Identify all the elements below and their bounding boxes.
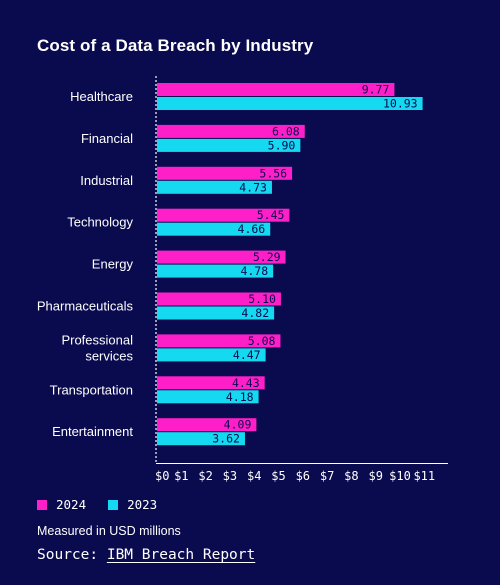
- bar-2024: [157, 376, 265, 390]
- legend-swatch-2024: [37, 499, 47, 510]
- data-label-2024: 4.43: [232, 376, 260, 390]
- data-label-2024: 6.08: [272, 124, 300, 138]
- x-tick-label: $6: [296, 469, 310, 483]
- data-label-2024: 5.08: [248, 334, 276, 348]
- category-label: Transportation: [50, 382, 133, 397]
- data-label-2023: 4.18: [226, 390, 254, 404]
- x-tick-label: $9: [368, 469, 382, 483]
- bar-2024: [157, 418, 257, 432]
- x-tick-label: $4: [247, 469, 261, 483]
- data-label-2023: 4.73: [239, 180, 267, 194]
- legend: 2024 2023: [37, 497, 179, 512]
- data-label-2024: 5.45: [257, 208, 285, 222]
- bar-2023: [157, 180, 272, 194]
- source-prefix: Source:: [37, 547, 107, 563]
- data-label-2023: 3.62: [212, 432, 240, 446]
- data-label-2023: 4.82: [241, 306, 269, 320]
- bar-2024: [157, 334, 281, 348]
- x-tick-label: $2: [198, 469, 212, 483]
- category-label: Energy: [92, 257, 134, 272]
- category-label: services: [85, 348, 133, 363]
- x-tick-label: $1: [174, 469, 188, 483]
- data-label-2024: 4.09: [224, 418, 252, 432]
- data-label-2024: 5.29: [253, 250, 281, 264]
- data-label-2023: 10.93: [383, 97, 418, 111]
- bar-2023: [157, 348, 266, 362]
- bar-2023: [157, 306, 275, 320]
- category-label: Technology: [67, 215, 133, 230]
- legend-item-2024: 2024: [37, 497, 86, 512]
- x-tick-label: $5: [271, 469, 285, 483]
- category-label: Pharmaceuticals: [37, 299, 134, 314]
- legend-label-2023: 2023: [127, 497, 158, 512]
- data-label-2024: 5.10: [248, 292, 276, 306]
- legend-item-2023: 2023: [108, 497, 157, 512]
- bar-2024: [157, 292, 281, 306]
- x-tick-label: $3: [223, 469, 237, 483]
- category-label: Professional: [61, 332, 133, 347]
- bar-2024: [157, 83, 395, 96]
- bar-2023: [157, 390, 259, 404]
- x-tick-label: $0: [155, 469, 169, 483]
- bar-2023: [157, 432, 245, 446]
- data-label-2023: 4.66: [238, 222, 266, 236]
- category-label: Entertainment: [52, 424, 133, 439]
- bar-2023: [157, 97, 423, 110]
- category-label: Healthcare: [70, 89, 133, 104]
- bar-2024: [157, 208, 290, 222]
- x-tick-label: $11: [413, 469, 435, 483]
- bar-2023: [157, 264, 274, 278]
- data-label-2024: 5.56: [259, 166, 287, 180]
- category-label: Industrial: [80, 173, 133, 188]
- category-label: Financial: [81, 131, 133, 146]
- bar-2024: [157, 250, 286, 264]
- data-label-2024: 9.77: [362, 83, 390, 97]
- legend-label-2024: 2024: [56, 497, 87, 512]
- legend-swatch-2023: [108, 499, 119, 510]
- chart-title: Cost of a Data Breach by Industry: [37, 36, 314, 55]
- units-note: Measured in USD millions: [37, 524, 181, 538]
- source-link[interactable]: IBM Breach Report: [106, 547, 256, 563]
- bar-2024: [157, 124, 305, 138]
- source-line: Source: IBM Breach Report: [37, 547, 255, 563]
- data-label-2023: 4.47: [233, 348, 261, 362]
- bar-2023: [157, 138, 301, 152]
- data-label-2023: 4.78: [240, 264, 268, 278]
- x-tick-label: $8: [344, 469, 358, 483]
- x-tick-label: $7: [320, 469, 334, 483]
- x-tick-label: $10: [389, 469, 411, 483]
- bar-2023: [157, 222, 271, 236]
- bar-2024: [157, 166, 293, 180]
- data-label-2023: 5.90: [268, 138, 296, 152]
